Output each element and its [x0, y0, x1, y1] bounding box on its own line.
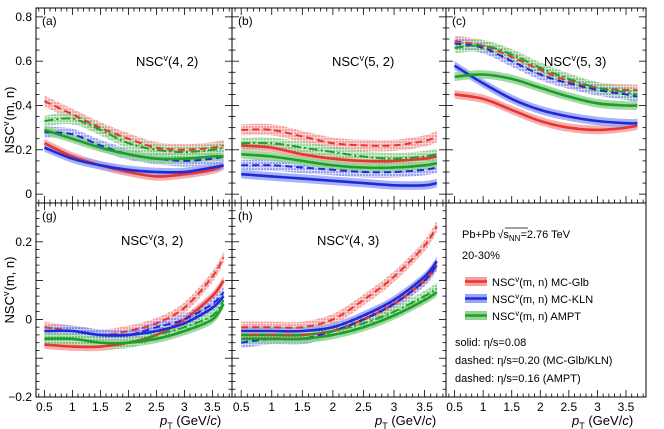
series-glb-solid: [241, 144, 438, 163]
panel-h: 0.5 1 1.5 2 2.5 3 3.5 (h) NSCv(4, 3): [231, 202, 447, 414]
panel-b: (b) NSCv(5, 2): [231, 7, 447, 204]
series-ampt-dashed: [44, 299, 225, 345]
panel-letter: (c): [452, 14, 466, 28]
x-tick-label: 2: [537, 400, 544, 414]
legend-entry-ampt: NSCv(m, n) AMPT: [465, 309, 581, 323]
x-tick-label: 1.5: [503, 400, 520, 414]
band-glb-solid: [454, 90, 638, 135]
legend: Pb+Pb √sNN=2.76 TeV 20-30% NSCv(m, n) MC-…: [455, 227, 612, 385]
y-tick-label: 0.8: [15, 10, 32, 24]
legend-system: Pb+Pb √sNN=2.76 TeV: [462, 229, 571, 243]
y-axis-label-top: NSCv(m, n): [1, 87, 17, 154]
series-ampt-dashed: [241, 287, 438, 337]
panel-title: NSCv(3, 2): [121, 232, 183, 248]
x-tick-label: 1.5: [294, 400, 311, 414]
x-tick-label: 2.5: [148, 400, 165, 414]
x-tick-label: 0.5: [233, 400, 250, 414]
y-tick-label: 0.4: [15, 99, 32, 113]
x-tick-label: 3.5: [618, 400, 635, 414]
band-kln-solid: [454, 61, 638, 128]
legend-centrality: 20-30%: [462, 250, 500, 262]
panels: 00.20.40.60.8 (a)NSCv(4, 2)(b)NSCv(5, 2)(…: [8, 7, 647, 414]
y-tick-label: 0.2: [15, 235, 32, 249]
x-tick-label: 0.5: [36, 400, 53, 414]
x-axis-label-right: pT (GeV/c): [571, 413, 633, 429]
series-ampt-dashed: [241, 141, 437, 160]
band-glb-dashed: [241, 123, 437, 152]
panel-title: NSCv(5, 3): [544, 53, 606, 69]
series-kln-solid: [241, 172, 438, 187]
panel-letter: (g): [42, 209, 57, 223]
x-axis-label-left: pT (GeV/c): [159, 413, 221, 429]
y-tick-label: 0: [25, 187, 32, 201]
x-tick-label: 1.5: [92, 400, 109, 414]
panel-g: 0.5 1 1.5 2 2.5 3 3.5 −0.2 0 0.2 (g) NSCv(3, 2): [8, 202, 233, 414]
x-tick-label: 3: [391, 400, 398, 414]
series-glb-dashed: [44, 256, 225, 336]
y-tick-label: −0.2: [8, 390, 32, 404]
band-kln-solid: [44, 143, 224, 177]
series-kln-solid: [241, 260, 438, 333]
series-ampt-dashed: [44, 117, 224, 154]
series-glb-dashed: [241, 128, 438, 147]
svg-text:NSCv(m, n) AMPT: NSCv(m, n) AMPT: [492, 309, 581, 323]
panel-letter: (h): [238, 209, 253, 223]
series-glb-dashed: [454, 40, 638, 92]
series-kln-dashed: [241, 164, 438, 174]
y-tick-label: 0: [25, 312, 32, 326]
series-kln-dashed: [454, 42, 638, 98]
panel-c: (c) NSCv(5, 3): [445, 7, 647, 204]
x-tick-label: 3: [594, 400, 601, 414]
x-tick-label: 1: [69, 400, 76, 414]
panel-letter: (a): [42, 14, 57, 28]
band-ampt-dashed: [241, 137, 437, 165]
legend-entry-kln: NSCv(m, n) MC-KLN: [465, 292, 593, 306]
series-kln-solid: [43, 146, 224, 174]
panel-a: 0 0.2 0.4 0.6 0.8 (a) NSCv(4, 2): [15, 7, 233, 204]
x-tick-label: 3: [181, 400, 188, 414]
legend-note-dashed-mc: dashed: η/s=0.20 (MC-Glb/KLN): [455, 355, 612, 367]
y-tick-label: 0.2: [15, 143, 32, 157]
y-tick-label: 0.6: [15, 54, 32, 68]
series-kln-solid: [44, 295, 225, 337]
band-ampt-solid: [44, 299, 224, 348]
band-ampt-dashed: [44, 112, 224, 158]
series-ampt-solid: [241, 153, 438, 170]
x-tick-label: 2.5: [355, 400, 372, 414]
x-tick-label: 2.5: [561, 400, 578, 414]
panel-title: NSCv(4, 3): [317, 232, 379, 248]
legend-entry-glb: NSCv(m, n) MC-Glb: [465, 275, 589, 289]
panel-title: NSCv(5, 2): [332, 53, 394, 69]
series-glb-solid: [43, 142, 225, 178]
series-ampt-solid: [454, 73, 638, 107]
svg-text:NSCv(m, n) MC-Glb: NSCv(m, n) MC-Glb: [492, 275, 589, 289]
series-ampt-dashed: [454, 44, 638, 96]
series-kln-solid: [453, 64, 638, 125]
series-ampt-solid: [241, 291, 438, 341]
series-glb-dashed: [43, 100, 224, 151]
band-glb-dashed: [241, 220, 437, 334]
series-glb-solid: [241, 264, 438, 337]
series-glb-solid: [454, 93, 638, 132]
x-tick-label: 0.5: [446, 400, 463, 414]
x-tick-label: 1: [480, 400, 487, 414]
x-tick-label: 1: [268, 400, 275, 414]
y-axis-label-bottom: NSCv(m, n): [1, 257, 17, 324]
x-tick-label: 3.5: [416, 400, 433, 414]
legend-panel: 0.5 1 1.5 2 2.5 3 3.5: [445, 202, 647, 414]
x-tick-label: 2: [125, 400, 132, 414]
panel-letter: (b): [238, 14, 253, 28]
x-axis-label-middle: pT (GeV/c): [374, 413, 436, 429]
panel-title: NSCv(4, 2): [136, 53, 198, 69]
series-glb-dashed: [241, 225, 438, 329]
x-tick-label: 2: [330, 400, 337, 414]
legend-note-dashed-ampt: dashed: η/s=0.16 (AMPT): [455, 373, 581, 385]
svg-text:NSCv(m, n) MC-KLN: NSCv(m, n) MC-KLN: [492, 292, 593, 306]
legend-note-solid: solid: η/s=0.08: [455, 337, 526, 349]
series-ampt-solid: [44, 128, 224, 161]
x-tick-label: 3.5: [204, 400, 221, 414]
